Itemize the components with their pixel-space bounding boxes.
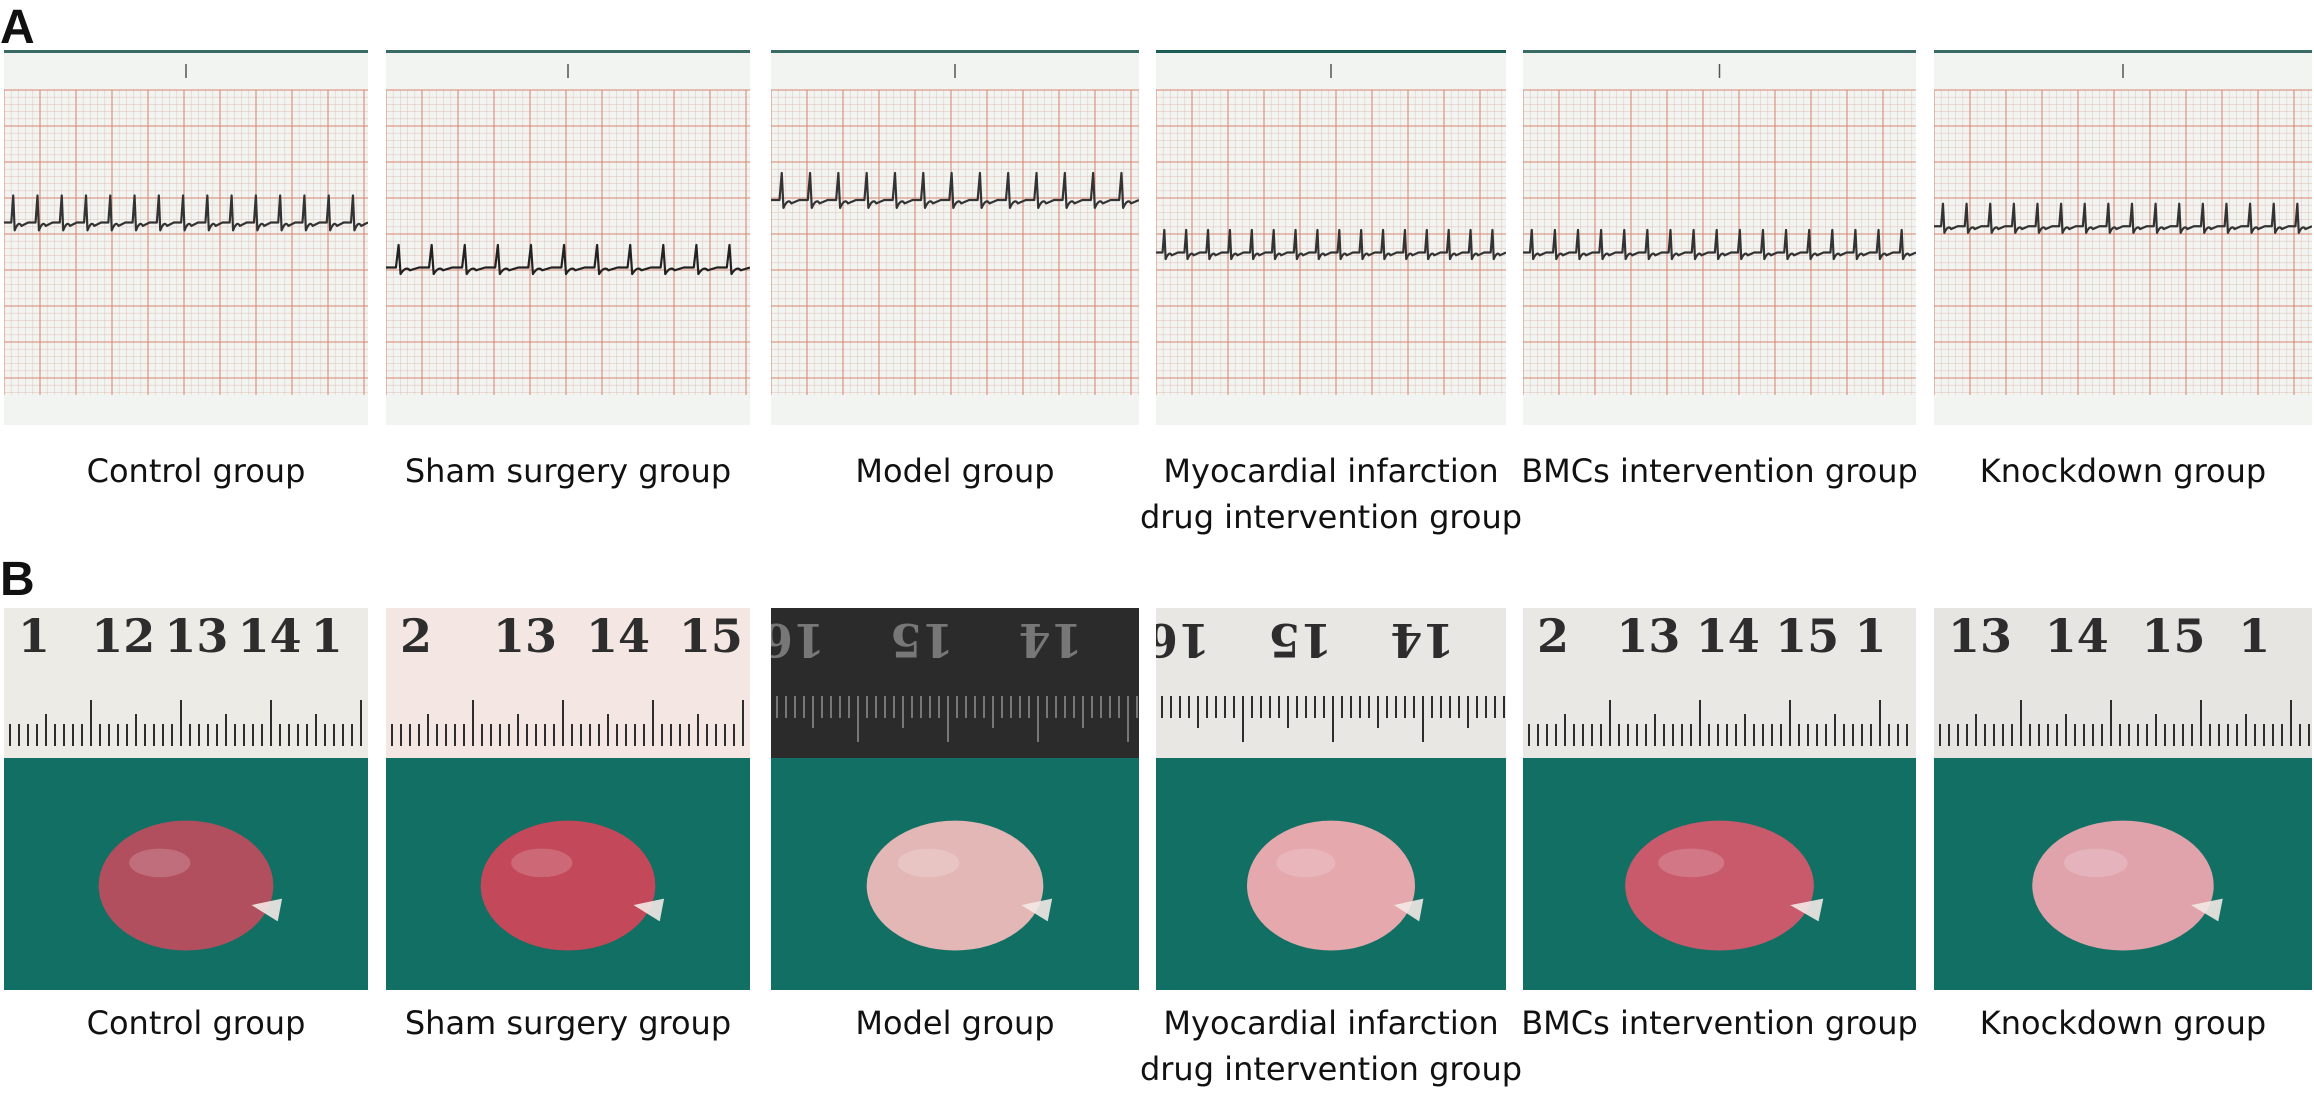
panel-label-a: A — [0, 1, 35, 54]
caption-b-model: Model group — [855, 1004, 1055, 1042]
heart-specimen — [866, 820, 1044, 951]
ruler-number: 16 — [771, 613, 825, 667]
ecg-strip-knockdown — [1934, 50, 2312, 425]
ruler-number: 14 — [2045, 609, 2109, 663]
heart-specimen — [98, 820, 274, 951]
ruler-number: 15 — [679, 609, 743, 663]
ruler-number: 1 — [18, 609, 50, 663]
caption-a-mi-drug: Myocardial infarction drug intervention g… — [1139, 452, 1523, 536]
heart-svg: 13 14 15 1 — [1934, 608, 2312, 990]
caption-a-control: Control group — [86, 452, 306, 490]
ecg-svg — [771, 50, 1139, 425]
caption-b-sham: Sham surgery group — [404, 1004, 732, 1042]
ruler-number: 15 — [2142, 609, 2206, 663]
ecg-strip-sham — [386, 50, 750, 425]
ruler-number: 16 — [1156, 613, 1210, 667]
ecg-trace — [1934, 202, 2312, 234]
ruler-number: 15 — [1775, 609, 1839, 663]
ecg-strip-control — [4, 50, 368, 425]
heart-svg: 1 12 13 14 1 — [4, 608, 368, 990]
ruler-number: 14 — [238, 609, 302, 663]
ruler-number: 14 — [1019, 613, 1083, 667]
ruler-number: 2 — [1537, 609, 1569, 663]
panel-label-b: B — [0, 553, 35, 606]
heart-photo-knockdown: 13 14 15 1 — [1934, 608, 2312, 990]
caption-a-bmcs: BMCs intervention group — [1521, 452, 1918, 490]
heart-photo-bmcs: 2 13 14 15 1 — [1523, 608, 1916, 990]
ecg-strip-model — [771, 50, 1139, 425]
heart-svg: 2 13 14 15 — [386, 608, 750, 990]
ruler-number: 13 — [164, 609, 228, 663]
heart-svg: 16 15 14 — [771, 608, 1139, 990]
ecg-strip-mi-drug — [1156, 50, 1506, 425]
heart-specimen — [1625, 820, 1814, 951]
ecg-trace — [4, 194, 368, 232]
ruler-number: 15 — [1268, 613, 1332, 667]
ruler-number: 1 — [2238, 609, 2270, 663]
ecg-svg — [386, 50, 750, 425]
ruler-number: 15 — [890, 613, 954, 667]
ruler-number: 13 — [1616, 609, 1680, 663]
ruler-number: 12 — [91, 609, 155, 663]
ecg-strip-bmcs — [1523, 50, 1916, 425]
heart-specimen — [1247, 820, 1415, 951]
ecg-svg — [1934, 50, 2312, 425]
caption-b-control: Control group — [86, 1004, 306, 1042]
ecg-svg — [1523, 50, 1916, 425]
caption-b-mi-drug: Myocardial infarction drug intervention g… — [1139, 1004, 1523, 1088]
heart-specimen — [2032, 820, 2214, 951]
caption-a-sham: Sham surgery group — [404, 452, 732, 490]
ruler-number: 14 — [1390, 613, 1454, 667]
ecg-trace — [1523, 228, 1916, 261]
ruler-number: 13 — [1948, 609, 2012, 663]
caption-b-knockdown: Knockdown group — [1979, 1004, 2267, 1042]
ecg-svg — [4, 50, 368, 425]
heart-specimen — [480, 820, 656, 951]
caption-b-bmcs: BMCs intervention group — [1521, 1004, 1918, 1042]
ruler-number: 14 — [586, 609, 650, 663]
heart-photo-model: 16 15 14 — [771, 608, 1139, 990]
heart-photo-mi-drug: 16 15 14 — [1156, 608, 1506, 990]
caption-a-knockdown: Knockdown group — [1979, 452, 2267, 490]
ruler-number: 14 — [1696, 609, 1760, 663]
ruler-number: 13 — [493, 609, 557, 663]
ruler-number: 1 — [311, 609, 343, 663]
ruler-number: 2 — [400, 609, 432, 663]
ecg-svg — [1156, 50, 1506, 425]
heart-svg: 2 13 14 15 1 — [1523, 608, 1916, 990]
heart-svg: 16 15 14 — [1156, 608, 1506, 990]
caption-a-model: Model group — [855, 452, 1055, 490]
ecg-trace — [386, 243, 750, 276]
heart-photo-sham: 2 13 14 15 — [386, 608, 750, 990]
ruler-number: 1 — [1854, 609, 1886, 663]
heart-photo-control: 1 12 13 14 1 — [4, 608, 368, 990]
ecg-trace — [1156, 228, 1506, 261]
ecg-trace — [771, 171, 1139, 209]
